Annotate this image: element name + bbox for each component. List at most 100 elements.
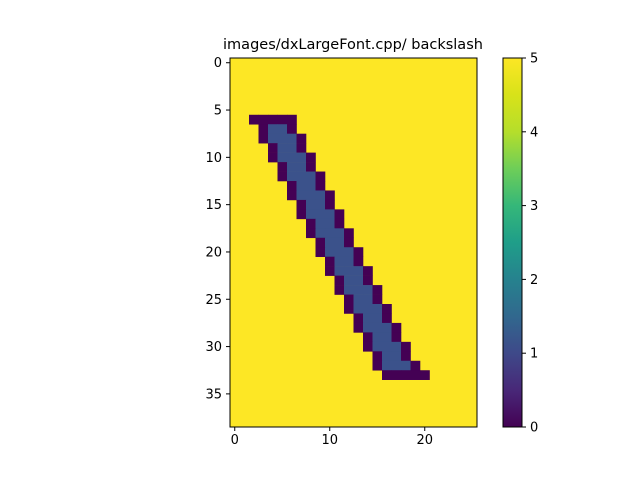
heatmap-cell	[363, 332, 373, 343]
heatmap-cell	[334, 266, 345, 276]
heatmap-cell	[382, 304, 392, 314]
heatmap-cell	[363, 266, 373, 276]
x-tick-label: 0	[231, 433, 239, 448]
heatmap-cell	[334, 285, 345, 295]
heatmap-cell	[401, 370, 411, 380]
heatmap-cell	[420, 370, 430, 380]
heatmap-cell	[277, 114, 288, 125]
heatmap-cell	[372, 313, 383, 324]
heatmap-cell	[344, 304, 354, 314]
colorbar-tick-label: 3	[530, 199, 538, 214]
heatmap-cell	[353, 304, 364, 314]
heatmap-cell	[363, 294, 373, 305]
colorbar-tick-label: 0	[530, 421, 538, 436]
heatmap-cell	[353, 275, 364, 286]
heatmap-cell	[325, 209, 335, 220]
heatmap-cell	[353, 247, 364, 257]
heatmap-cell	[296, 171, 307, 182]
heatmap-cell	[334, 247, 345, 257]
heatmap-cell	[401, 341, 411, 352]
heatmap-cell	[334, 275, 345, 286]
heatmap-cell	[315, 199, 326, 210]
heatmap-cell	[391, 332, 402, 343]
heatmap-cell	[277, 124, 288, 134]
heatmap-cell	[344, 266, 354, 276]
heatmap-cell	[287, 124, 297, 134]
heatmap-cell	[344, 294, 354, 305]
heatmap-cell	[296, 133, 307, 144]
heatmap-cell	[325, 247, 335, 257]
heatmap-cell	[325, 266, 335, 276]
x-tick-label: 20	[416, 433, 433, 448]
colorbar-tick-label: 4	[530, 125, 538, 140]
heatmap-cell	[296, 152, 307, 163]
heatmap-cell	[315, 181, 326, 191]
heatmap-cell	[315, 218, 326, 229]
heatmap-cell	[363, 313, 373, 324]
heatmap-cell	[334, 256, 345, 267]
heatmap-cell	[315, 171, 326, 182]
heatmap-cell	[277, 152, 288, 163]
heatmap-cell	[306, 228, 316, 239]
heatmap-cell	[287, 171, 297, 182]
colorbar-tick-label: 1	[530, 347, 538, 362]
y-tick-label: 35	[205, 387, 222, 402]
heatmap-cell	[306, 190, 316, 201]
heatmap-cell	[410, 360, 421, 371]
heatmap-cells	[230, 58, 477, 427]
heatmap-cell	[296, 199, 307, 210]
heatmap-cell	[372, 285, 383, 295]
heatmap-cell	[315, 228, 326, 239]
heatmap-cell	[268, 143, 278, 153]
heatmap-cell	[344, 285, 354, 295]
heatmap-cell	[315, 190, 326, 201]
heatmap-cell	[296, 162, 307, 172]
heatmap-cell	[296, 190, 307, 201]
heatmap-cell	[401, 360, 411, 371]
heatmap-cell	[410, 370, 421, 380]
heatmap-cell	[277, 143, 288, 153]
heatmap-cell	[353, 322, 364, 333]
heatmap-cell	[353, 256, 364, 267]
heatmap-cell	[334, 237, 345, 248]
colorbar-tick-label: 5	[530, 52, 538, 67]
heatmap-cell	[306, 218, 316, 229]
y-tick-label: 25	[205, 293, 222, 308]
heatmap-cell	[353, 294, 364, 305]
heatmap-cell	[372, 304, 383, 314]
y-tick-label: 5	[214, 104, 222, 119]
heatmap-cell	[287, 143, 297, 153]
heatmap-cell	[353, 313, 364, 324]
heatmap-cell	[382, 360, 392, 371]
heatmap-cell	[258, 114, 269, 125]
heatmap-cell	[268, 124, 278, 134]
heatmap-cell	[344, 247, 354, 257]
y-tick-label: 10	[205, 151, 222, 166]
heatmap-cell	[306, 171, 316, 182]
heatmap-cell	[287, 181, 297, 191]
heatmap-cell	[268, 133, 278, 144]
heatmap-cell	[258, 124, 269, 134]
x-tick-label: 10	[321, 433, 338, 448]
heatmap-cell	[363, 275, 373, 286]
heatmap-cell	[391, 322, 402, 333]
heatmap-cell	[391, 360, 402, 371]
heatmap-cell	[363, 341, 373, 352]
heatmap-cell	[258, 133, 269, 144]
y-axis: 0 5 10 15 20 25 30 35	[205, 56, 230, 402]
y-tick-label: 30	[205, 340, 222, 355]
heatmap-cell	[382, 313, 392, 324]
colorbar-ticks: 0 1 2 3 4 5	[522, 52, 538, 436]
heatmap-cell	[401, 351, 411, 362]
heatmap-cell	[382, 370, 392, 380]
heatmap-cell	[325, 218, 335, 229]
heatmap-cell	[334, 228, 345, 239]
heatmap-cell	[334, 218, 345, 229]
heatmap-cell	[372, 341, 383, 352]
heatmap-cell	[306, 181, 316, 191]
heatmap-cell	[287, 133, 297, 144]
heatmap-cell	[287, 162, 297, 172]
heatmap-cell	[363, 322, 373, 333]
heatmap-cell	[249, 114, 259, 125]
